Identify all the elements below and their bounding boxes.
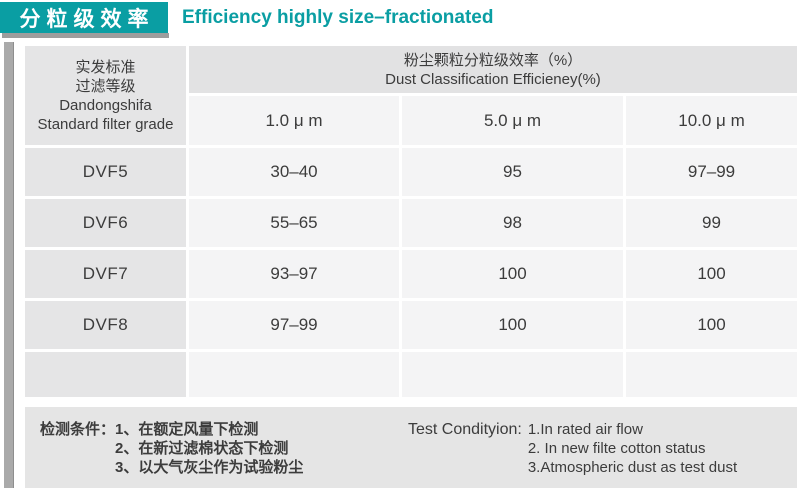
span-header-cell: 粉尘颗粒分粒级效率（%） Dust Classification Efficie… — [189, 46, 797, 93]
zh-item-2: 2、在新过滤棉状态下检测 — [115, 440, 289, 457]
section-title-en: Efficiency highly size–fractionated — [182, 7, 494, 28]
corner-header-cell: 实发标准 过滤等级 Dandongshifa Standard filter g… — [25, 46, 186, 145]
row-value-cell: 100 — [626, 250, 797, 298]
row-value-cell: 100 — [626, 301, 797, 349]
efficiency-table: 实发标准 过滤等级 Dandongshifa Standard filter g… — [25, 46, 797, 397]
section-title-zh-text: 分粒级效率 — [19, 7, 155, 31]
test-conditions-en-label: Test Condityion: — [408, 421, 522, 438]
row-value-cell: 100 — [402, 250, 623, 298]
row-value-cell: 97–99 — [189, 301, 399, 349]
test-conditions-en-items: 1.In rated air flow 2. In new filte cott… — [528, 420, 737, 477]
row-value-cell: 97–99 — [626, 148, 797, 196]
row-grade-cell: DVF6 — [25, 199, 186, 247]
row-grade-cell: DVF5 — [25, 148, 186, 196]
row-grade-cell-empty — [25, 352, 186, 397]
size-col-header-10um: 10.0 μ m — [626, 96, 797, 145]
span-header-en: Dust Classification Efficieney(%) — [385, 70, 601, 88]
corner-en-line1: Dandongshifa — [59, 96, 152, 114]
size-col-header-1um: 1.0 μ m — [189, 96, 399, 145]
zh-item-1: 1、在额定风量下检测 — [115, 421, 259, 438]
span-header-zh: 粉尘颗粒分粒级效率（%） — [403, 51, 583, 69]
row-value-cell: 99 — [626, 199, 797, 247]
en-item-2: 2. In new filte cotton status — [527, 440, 706, 457]
corner-en-line2: Standard filter grade — [37, 115, 174, 133]
row-value-cell-empty — [402, 352, 623, 397]
row-value-cell: 100 — [402, 301, 623, 349]
corner-zh-line1: 实发标准 — [75, 58, 136, 76]
zh-item-3: 3、以大气灰尘作为试验粉尘 — [115, 459, 304, 476]
row-value-cell: 55–65 — [189, 199, 399, 247]
row-value-cell-empty — [189, 352, 399, 397]
title-shadow-bar — [2, 33, 169, 38]
row-grade-cell: DVF8 — [25, 301, 186, 349]
test-conditions-zh-items: 1、在额定风量下检测 2、在新过滤棉状态下检测 3、以大气灰尘作为试验粉尘 — [115, 420, 303, 477]
section-title-zh: 分粒级效率 — [0, 2, 168, 33]
corner-zh-line2: 过滤等级 — [75, 77, 136, 95]
en-item-3: 3.Atmospheric dust as test dust — [527, 459, 738, 476]
en-item-1: 1.In rated air flow — [527, 421, 643, 438]
test-conditions-footer: 检测条件： 1、在额定风量下检测 2、在新过滤棉状态下检测 3、以大气灰尘作为试… — [25, 407, 797, 488]
size-col-header-5um: 5.0 μ m — [402, 96, 623, 145]
row-value-cell: 95 — [402, 148, 623, 196]
left-accent-bar — [4, 42, 14, 488]
row-value-cell: 98 — [402, 199, 623, 247]
row-value-cell-empty — [626, 352, 797, 397]
row-grade-cell: DVF7 — [25, 250, 186, 298]
test-conditions-zh: 检测条件： 1、在额定风量下检测 2、在新过滤棉状态下检测 3、以大气灰尘作为试… — [40, 420, 303, 477]
test-conditions-zh-label: 检测条件： — [40, 421, 116, 438]
test-conditions-en: Test Condityion: 1.In rated air flow 2. … — [408, 420, 737, 477]
row-value-cell: 93–97 — [189, 250, 399, 298]
row-value-cell: 30–40 — [189, 148, 399, 196]
